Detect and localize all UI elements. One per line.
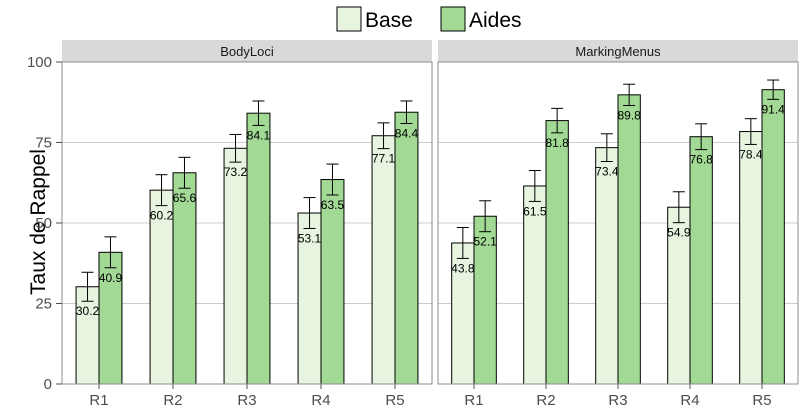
- x-tick-label-r2: R2: [163, 392, 182, 409]
- data-label-base-r4: 53.1: [298, 231, 322, 245]
- x-tick-label-r1: R1: [464, 392, 483, 409]
- data-label-base-r4: 54.9: [667, 226, 691, 240]
- data-label-base-r2: 60.2: [150, 209, 174, 223]
- legend-label-base: Base: [365, 9, 413, 32]
- data-label-base-r5: 77.1: [372, 152, 396, 166]
- x-tick-label-r3: R3: [237, 392, 256, 409]
- data-label-base-r5: 78.4: [739, 147, 763, 161]
- bar-aides-r3: [617, 94, 641, 385]
- legend: Base Aides: [336, 6, 522, 32]
- panel-title: MarkingMenus: [575, 44, 661, 59]
- data-label-aides-r3: 89.8: [617, 108, 641, 122]
- panel-markingmenus: MarkingMenus 43.8 52.1 R1 61.5 81.8 R2 73.4 89.8…: [437, 40, 799, 409]
- data-label-aides-r1: 52.1: [473, 235, 497, 249]
- y-axis-label: Taux de Rappel: [27, 149, 50, 295]
- x-tick-label-r5: R5: [752, 392, 771, 409]
- data-label-base-r3: 73.2: [224, 165, 248, 179]
- data-label-base-r3: 73.4: [595, 164, 619, 178]
- panels: BodyLoci 30.2 40.9 R1 60.2 65.6 R2 73.2 84.1 R3 53…: [61, 40, 799, 409]
- data-label-aides-r5: 84.4: [395, 127, 419, 141]
- data-label-base-r1: 43.8: [451, 261, 475, 275]
- y-tick-label: 50: [35, 215, 52, 232]
- legend-swatch-base: [336, 6, 362, 32]
- panel-border: [437, 61, 799, 385]
- data-label-aides-r5: 91.4: [761, 102, 785, 116]
- data-label-aides-r4: 76.8: [689, 153, 713, 167]
- x-tick-label-r1: R1: [89, 392, 108, 409]
- bar-base-r3: [223, 147, 248, 385]
- data-label-base-r2: 61.5: [523, 204, 547, 218]
- x-tick-label-r5: R5: [385, 392, 404, 409]
- data-label-aides-r2: 81.8: [545, 136, 569, 150]
- bar-aides-r2: [545, 120, 569, 385]
- bar-base-r5: [739, 131, 763, 385]
- data-label-aides-r3: 84.1: [247, 128, 271, 142]
- data-label-aides-r4: 63.5: [321, 198, 345, 212]
- x-tick-label-r2: R2: [536, 392, 555, 409]
- bar-base-r5: [371, 135, 396, 385]
- y-tick-label: 75: [35, 135, 52, 152]
- bar-aides-r5: [761, 89, 785, 385]
- legend-label-aides: Aides: [469, 9, 522, 32]
- data-label-base-r1: 30.2: [76, 304, 100, 318]
- data-label-aides-r1: 40.9: [99, 271, 123, 285]
- x-tick-label-r4: R4: [311, 392, 330, 409]
- legend-swatch-aides: [440, 6, 466, 32]
- panel-bodyloci: BodyLoci 30.2 40.9 R1 60.2 65.6 R2 73.2 84.1 R3 53…: [61, 40, 433, 409]
- panel-strip: [62, 40, 432, 62]
- bar-aides-r5: [394, 111, 419, 385]
- y-tick-label: 0: [44, 376, 52, 393]
- bar-base-r3: [595, 147, 619, 385]
- panel-strip: [438, 40, 798, 62]
- bar-aides-r3: [246, 112, 271, 385]
- x-tick-label-r3: R3: [608, 392, 627, 409]
- x-tick-label-r4: R4: [680, 392, 699, 409]
- y-tick-label: 25: [35, 296, 52, 313]
- y-tick-label: 100: [27, 54, 52, 71]
- data-label-aides-r2: 65.6: [173, 191, 197, 205]
- panel-title: BodyLoci: [220, 44, 274, 59]
- bar-aides-r4: [689, 136, 713, 385]
